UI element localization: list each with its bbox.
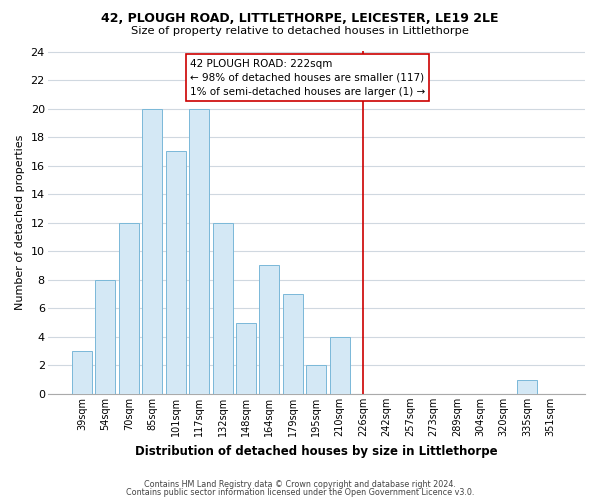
X-axis label: Distribution of detached houses by size in Littlethorpe: Distribution of detached houses by size … — [135, 444, 497, 458]
Bar — [307, 366, 326, 394]
Bar — [95, 280, 115, 394]
Bar — [142, 108, 162, 394]
Bar — [119, 222, 139, 394]
Bar — [259, 266, 280, 394]
Text: Contains public sector information licensed under the Open Government Licence v3: Contains public sector information licen… — [126, 488, 474, 497]
Bar — [212, 222, 233, 394]
Bar — [166, 152, 185, 394]
Text: Size of property relative to detached houses in Littlethorpe: Size of property relative to detached ho… — [131, 26, 469, 36]
Bar — [72, 351, 92, 394]
Bar — [517, 380, 537, 394]
Bar — [236, 322, 256, 394]
Bar — [283, 294, 303, 394]
Y-axis label: Number of detached properties: Number of detached properties — [15, 135, 25, 310]
Bar — [189, 108, 209, 394]
Text: Contains HM Land Registry data © Crown copyright and database right 2024.: Contains HM Land Registry data © Crown c… — [144, 480, 456, 489]
Bar — [330, 337, 350, 394]
Text: 42 PLOUGH ROAD: 222sqm
← 98% of detached houses are smaller (117)
1% of semi-det: 42 PLOUGH ROAD: 222sqm ← 98% of detached… — [190, 58, 425, 96]
Text: 42, PLOUGH ROAD, LITTLETHORPE, LEICESTER, LE19 2LE: 42, PLOUGH ROAD, LITTLETHORPE, LEICESTER… — [101, 12, 499, 26]
